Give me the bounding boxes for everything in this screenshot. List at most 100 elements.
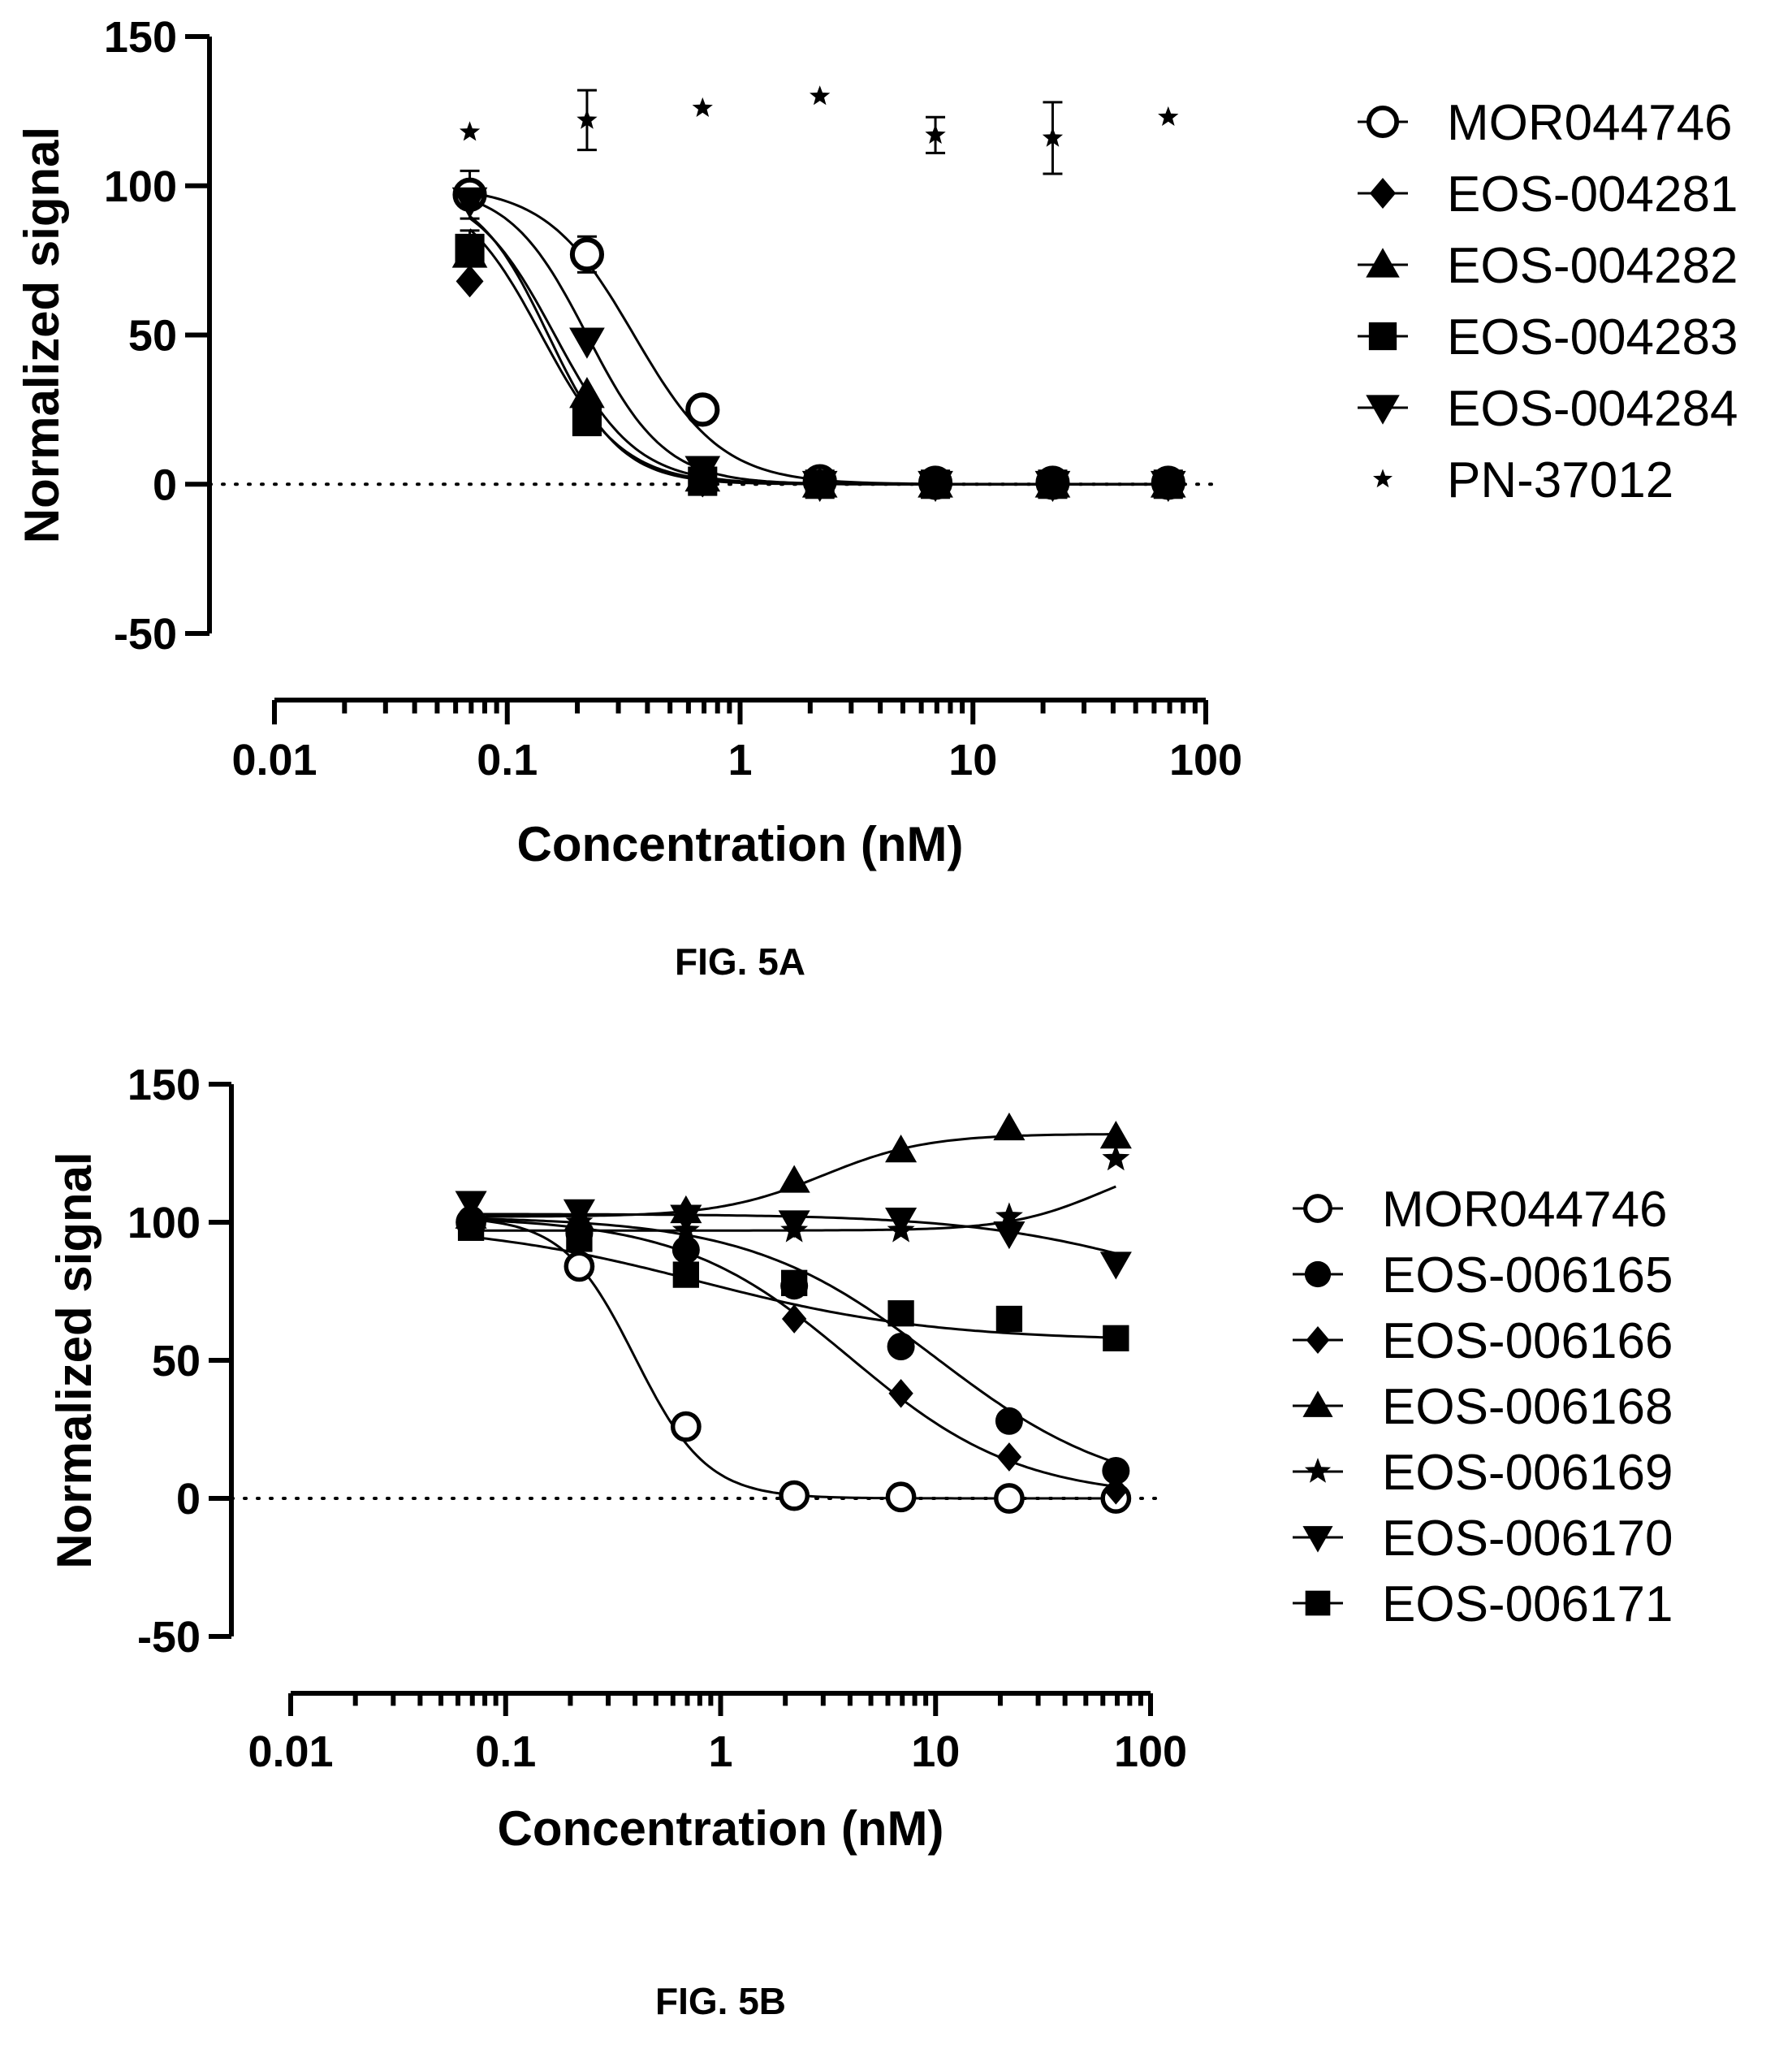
data-point <box>996 1442 1022 1472</box>
legend-marker-shape <box>1306 1326 1330 1354</box>
series-eos-004283 <box>455 215 1183 499</box>
data-point-shape <box>459 121 481 141</box>
x-tick-label: 10 <box>948 736 997 785</box>
data-point <box>1103 1475 1129 1505</box>
y-tick-label: 50 <box>152 1337 201 1385</box>
figure-caption: FIG. 5A <box>675 940 805 983</box>
data-point <box>778 1165 810 1193</box>
y-axis: 150 100 50 0 -50 <box>127 1061 234 1662</box>
data-point <box>1034 470 1071 503</box>
y-tick-label: 0 <box>176 1475 201 1524</box>
data-point-shape <box>672 1261 699 1288</box>
data-point <box>563 1199 595 1227</box>
y-tick-label: -50 <box>114 610 177 659</box>
data-point-shape <box>993 1112 1026 1141</box>
x-axis-title: Concentration (nM) <box>498 1801 944 1856</box>
data-point <box>569 377 605 409</box>
legend-label: EOS-006166 <box>1382 1313 1673 1369</box>
data-point <box>670 1411 702 1442</box>
fit-curve <box>470 1235 1116 1339</box>
legend-marker-shape <box>1304 1260 1332 1288</box>
x-axis-title: Concentration (nM) <box>517 817 964 871</box>
legend-item: EOS-004282 <box>1358 238 1738 294</box>
legend-item: PN-37012 <box>1373 452 1673 508</box>
data-point <box>566 1226 593 1252</box>
data-point <box>810 85 831 106</box>
legend-label: EOS-006168 <box>1382 1379 1673 1435</box>
data-point-shape <box>781 1304 807 1334</box>
legend-item: EOS-004281 <box>1358 166 1738 223</box>
fit-curve <box>469 198 1168 486</box>
data-point <box>1103 1325 1129 1351</box>
data-point-shape <box>685 392 720 427</box>
x-tick-label: 100 <box>1114 1727 1187 1776</box>
data-point-shape <box>801 470 838 503</box>
legend-marker-shape <box>1366 248 1400 278</box>
series-eos-006171 <box>457 1214 1129 1351</box>
y-tick-label: 150 <box>104 13 177 62</box>
data-point-shape <box>455 1191 487 1219</box>
legend-item: EOS-006171 <box>1293 1576 1673 1632</box>
fit-curve <box>469 228 1168 486</box>
x-tick-label: 100 <box>1169 736 1242 785</box>
y-axis-title: Normalized signal <box>15 127 69 543</box>
data-point <box>457 1214 485 1241</box>
legend-marker <box>1303 1194 1332 1223</box>
data-point-shape <box>572 407 602 437</box>
x-tick-label: 1 <box>728 736 752 785</box>
data-point <box>995 1407 1023 1435</box>
data-point-shape <box>563 1199 595 1227</box>
series-mor044746 <box>452 169 1185 500</box>
legend-marker <box>1302 1526 1333 1553</box>
data-point-shape <box>455 233 485 263</box>
data-point <box>670 1204 702 1233</box>
data-point-shape <box>451 187 488 218</box>
x-axis: 0.01 0.1 1 10 100 <box>248 1691 1187 1776</box>
legend-marker-shape <box>1369 178 1397 209</box>
data-point-shape <box>576 109 598 129</box>
legend: MOR044746 EOS-004281 EOS-004282 EOS-004283 E… <box>1358 95 1738 508</box>
legend-marker <box>1366 248 1400 278</box>
figure-caption: FIG. 5B <box>655 1980 786 2022</box>
y-axis-title: Normalized signal <box>47 1152 101 1568</box>
legend-marker <box>1373 469 1393 488</box>
y-tick-label: -50 <box>137 1613 201 1662</box>
data-point-shape <box>995 1305 1023 1333</box>
data-point-shape <box>1099 1121 1132 1149</box>
series-mor044746 <box>456 1207 1132 1514</box>
data-point <box>993 1112 1026 1141</box>
data-point <box>994 1483 1025 1514</box>
legend-marker-shape <box>1302 1390 1333 1417</box>
data-point-shape <box>569 327 605 359</box>
data-point-shape <box>778 1165 810 1193</box>
data-point-shape <box>670 1204 702 1233</box>
data-point <box>995 1202 1023 1229</box>
legend-item: EOS-006169 <box>1293 1445 1673 1501</box>
legend-label: MOR044746 <box>1382 1182 1668 1238</box>
legend-marker <box>1304 1458 1332 1483</box>
data-point <box>885 1135 918 1163</box>
data-point-shape <box>564 1251 595 1282</box>
data-point-shape <box>457 1214 485 1241</box>
legend-marker <box>1305 1590 1331 1616</box>
data-point-shape <box>569 237 605 272</box>
legend-marker-shape <box>1304 1458 1332 1483</box>
data-point-shape <box>885 1135 918 1163</box>
legend-item: EOS-006166 <box>1293 1313 1673 1369</box>
y-tick-label: 100 <box>104 162 177 211</box>
data-point <box>885 1481 917 1513</box>
data-point-shape <box>1099 1251 1132 1280</box>
series-eos-004282 <box>451 217 1186 498</box>
data-point <box>685 392 720 427</box>
data-point-shape <box>887 1300 914 1327</box>
data-point-shape <box>670 1411 702 1442</box>
data-point <box>887 1300 914 1327</box>
legend-label: EOS-004283 <box>1447 309 1738 365</box>
data-point <box>692 97 713 117</box>
data-point-shape <box>456 265 484 298</box>
data-point <box>801 470 838 503</box>
data-point <box>1042 127 1064 147</box>
legend-label: EOS-006170 <box>1382 1511 1673 1567</box>
data-point-shape <box>1158 106 1179 126</box>
